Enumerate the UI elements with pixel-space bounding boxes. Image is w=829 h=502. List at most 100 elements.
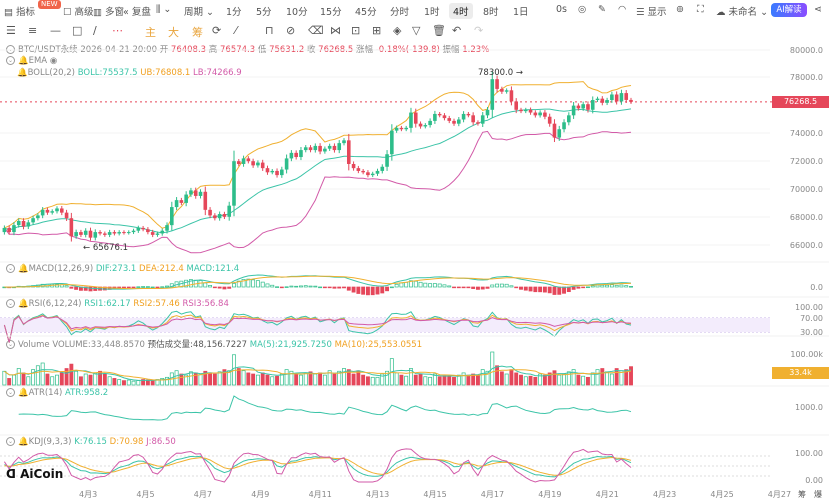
macd-bar [619,284,624,288]
main-chart-tool[interactable]: 主 [145,26,156,39]
macd-bar [275,286,279,288]
period-10m[interactable]: 10分 [286,7,308,18]
volume-bar [466,374,471,386]
ema-legend[interactable]: ⌄ 🔔EMA ◉ [6,56,58,66]
boll-legend[interactable]: 🔔BOLL(20,2) BOLL:75537.5 UB:76808.1 LB:7… [17,68,242,78]
advanced-button[interactable]: ☐ 高级 [63,7,94,18]
volume-bar [179,373,184,386]
volume-legend[interactable]: ⌄ Volume VOLUME:33,448.8570 预估成交量:48,156.… [6,338,422,350]
volume-bar [318,372,323,386]
kdj-axis-tick: 0.00 [805,476,823,485]
volume-bar [614,368,619,386]
period-4h[interactable]: 4时 [449,3,473,19]
ruler-icon[interactable]: ⊘ [286,24,296,37]
chips-tool[interactable]: 筹 [192,26,203,39]
macd-bar [69,286,74,289]
filter-icon[interactable]: ▽ [412,24,421,37]
period-1d[interactable]: 1日 [513,7,529,18]
macd-bar [413,280,418,288]
big-order-tool[interactable]: 大 [168,26,179,39]
camera-icon[interactable]: ◎ [578,4,587,15]
magnet-icon[interactable]: ⊓ [265,24,274,37]
eye-icon[interactable]: ◉ [49,56,58,66]
collapse-icon[interactable]: ⌄ [6,56,15,65]
atr-legend[interactable]: ⌄ 🔔ATR(14) ATR:958.2 [6,388,109,398]
macd-legend[interactable]: ⌄ 🔔MACD(12,26,9) DIF:273.1 DEA:212.4 MACD… [6,264,240,274]
period-5m[interactable]: 5分 [256,7,272,18]
share-icon[interactable]: ⋖ [814,4,822,15]
period-8h[interactable]: 8时 [483,7,499,18]
macd-bar [452,286,456,289]
redo-icon[interactable]: ↷ [474,24,484,37]
period-dropdown[interactable]: 周期 ⌄ [184,7,214,18]
indicators-button[interactable]: ▤ 指标 [4,7,36,18]
candle [299,150,303,158]
candle [375,170,380,174]
lock-icon[interactable]: ⊡ [351,24,361,37]
hide-icon[interactable]: ⊞ [372,24,382,37]
horizontal-line-icon[interactable]: — [50,24,61,37]
period-1m[interactable]: 1分 [226,7,242,18]
collapse-icon[interactable]: ⌄ [6,437,15,446]
trash-icon[interactable]: 🗑 [432,24,446,37]
undo-icon[interactable]: ↶ [452,24,462,37]
period-45m[interactable]: 45分 [355,7,377,18]
fullscreen-icon[interactable]: ⛶ [697,4,704,15]
volume-bar [514,372,519,386]
display-button[interactable]: ☰ 显示 [636,7,667,18]
kdj-axis-tick: 100.00 [795,449,823,458]
refresh-icon[interactable]: ⟳ [212,24,222,37]
multi-window-button[interactable]: ▥ 多窗 [93,7,125,18]
replay-button[interactable]: « 复盘 [123,7,151,18]
collapse-icon[interactable]: ⌄ [6,388,15,397]
macd-bar [165,285,169,288]
candle [227,205,232,217]
chart-type-icon[interactable]: ⫼ ⌄ [156,4,172,15]
volume-bar [308,371,313,386]
multi-line-icon[interactable]: ≡ [28,24,38,37]
period-15m[interactable]: 15分 [320,7,342,18]
volume-bar [26,376,31,386]
price-tick: 70000.0 [789,185,823,194]
rectangle-icon[interactable]: □ [72,24,83,37]
kdj-legend[interactable]: ⌄ 🔔KDJ(9,3,3) K:76.15 D:70.98 J:86.50 [6,437,176,447]
macd-bar [432,283,437,288]
measure-icon[interactable]: ⁄ [235,24,237,37]
candle [93,232,98,238]
target-icon[interactable]: ⊚ [676,4,684,15]
layout-dropdown[interactable]: ☁ 未命名 ⌄ [716,7,769,18]
date-tick: 4月13 [366,490,390,499]
candle [337,143,342,151]
trend-line-icon[interactable]: ∕ [93,24,97,37]
macd-bar [322,286,327,289]
candle [538,112,542,116]
candle [495,79,499,89]
chips-side-button[interactable]: 筹 [798,490,806,499]
menu-lines-icon[interactable]: ☰ [6,24,16,37]
eraser-icon[interactable]: ⌫ [308,24,324,37]
eye-icon[interactable]: ◈ [393,24,402,37]
headset-icon[interactable]: ◠ [618,4,627,15]
candle [394,127,399,131]
collapse-icon[interactable]: ⌄ [6,340,15,349]
dots-icon[interactable]: ⋯ [112,24,123,37]
volume-bar [198,374,203,386]
ai-interpret-button[interactable]: AI解读 [771,3,807,17]
candle [323,148,327,152]
candle [260,162,265,169]
candle [308,147,313,151]
liquidation-side-button[interactable]: 爆 [814,490,822,499]
period-1h[interactable]: 1时 [424,7,440,18]
candle [251,161,255,166]
group-icon[interactable]: ⋈ [330,24,341,37]
rsi-legend[interactable]: ⌄ 🔔RSI(6,12,24) RSI1:62.17 RSI2:57.46 RSI… [6,299,229,309]
volume-bar [270,376,275,386]
pen-icon[interactable]: ✎ [598,4,606,15]
countdown[interactable]: 0s [556,4,567,15]
rsi3: RSI3:56.84 [182,299,229,309]
volume-bar [624,369,629,386]
collapse-icon[interactable]: ⌄ [6,299,15,308]
period-timeshare[interactable]: 分时 [390,7,410,18]
collapse-icon[interactable]: ⌄ [6,264,15,273]
